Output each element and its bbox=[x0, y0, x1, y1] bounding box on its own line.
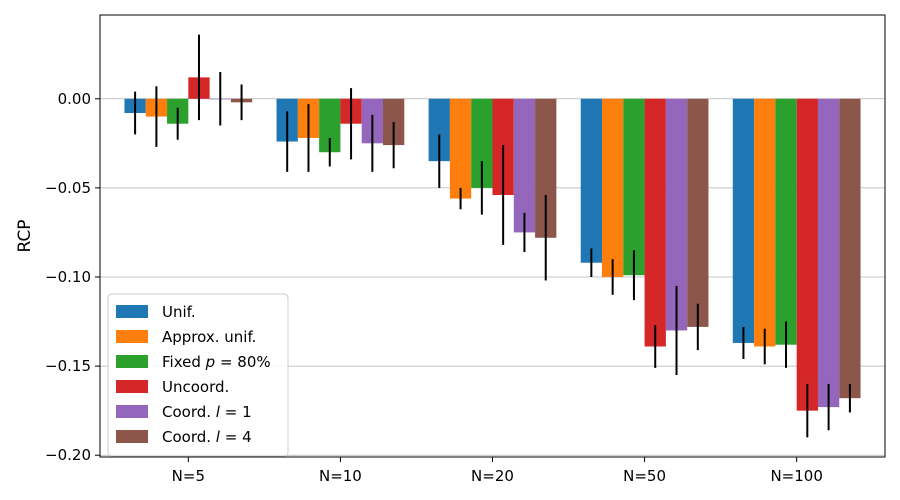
y-tick-label: −0.15 bbox=[45, 357, 91, 375]
legend-swatch bbox=[116, 405, 148, 418]
x-tick-label: N=20 bbox=[471, 467, 514, 485]
bar bbox=[535, 98, 557, 238]
legend-swatch bbox=[116, 380, 148, 393]
y-axis: 0.00 −0.05 −0.10 −0.15 −0.20 bbox=[45, 90, 100, 464]
legend-label: Uncoord. bbox=[162, 378, 229, 396]
bar bbox=[775, 98, 797, 345]
bar bbox=[796, 98, 818, 411]
bar bbox=[513, 98, 536, 233]
bar bbox=[319, 98, 341, 153]
y-tick-label: −0.20 bbox=[45, 446, 91, 464]
bar bbox=[687, 98, 709, 327]
bar bbox=[580, 98, 603, 263]
legend-label: Coord. l = 1 bbox=[162, 403, 252, 421]
bar bbox=[602, 98, 624, 277]
bar bbox=[623, 98, 645, 276]
legend-label: Unif. bbox=[162, 303, 196, 321]
x-axis: N=5 N=10 N=20 N=50 N=100 bbox=[172, 457, 823, 485]
x-tick-label: N=50 bbox=[623, 467, 666, 485]
y-tick-label: −0.05 bbox=[45, 179, 91, 197]
legend-label: Coord. l = 4 bbox=[162, 428, 252, 446]
legend-label: Approx. unif. bbox=[162, 328, 256, 346]
bar bbox=[428, 98, 450, 162]
y-tick-label: 0.00 bbox=[58, 90, 91, 108]
x-tick-label: N=5 bbox=[172, 467, 205, 485]
legend-box bbox=[107, 293, 289, 457]
x-tick-label: N=10 bbox=[319, 467, 362, 485]
y-tick-label: −0.10 bbox=[45, 268, 91, 286]
error-bars bbox=[134, 34, 851, 438]
y-axis-title: RCP bbox=[15, 219, 35, 252]
legend-swatch bbox=[116, 430, 148, 443]
legend-swatch bbox=[116, 305, 148, 318]
bar bbox=[839, 98, 861, 399]
bar bbox=[665, 98, 688, 331]
bar bbox=[471, 98, 493, 188]
bar bbox=[644, 98, 666, 347]
x-tick-label: N=100 bbox=[770, 467, 822, 485]
bar bbox=[817, 98, 840, 408]
bar bbox=[732, 98, 755, 343]
legend: Unif. Approx. unif. Fixed p = 80% Uncoord. C… bbox=[107, 293, 289, 457]
legend-swatch bbox=[116, 355, 148, 368]
legend-swatch bbox=[116, 330, 148, 343]
bar bbox=[449, 98, 472, 199]
bar bbox=[754, 98, 776, 347]
legend-label: Fixed p = 80% bbox=[162, 353, 271, 371]
